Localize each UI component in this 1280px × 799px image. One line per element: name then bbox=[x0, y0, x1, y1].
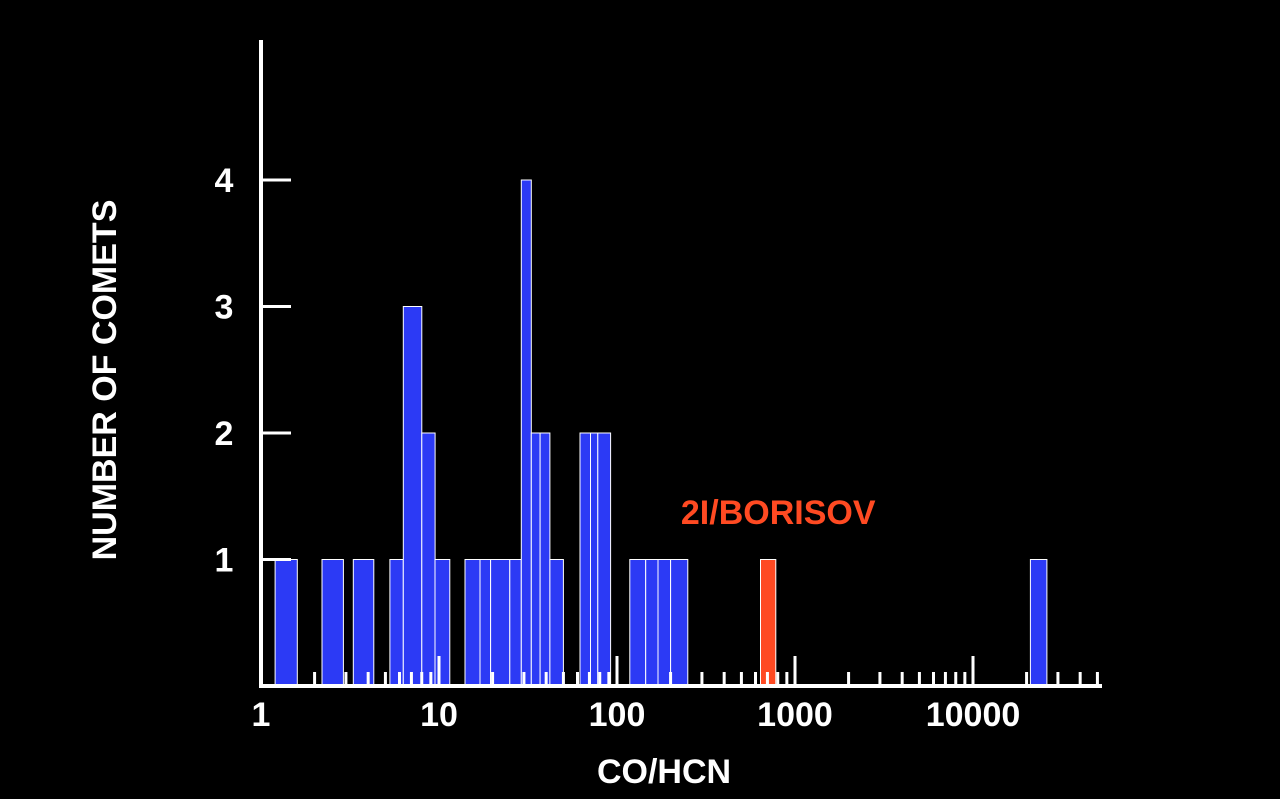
comet-bar-2 bbox=[352, 559, 375, 687]
x-axis-title: CO/HCN bbox=[597, 753, 731, 791]
y-ticks-layer: 1 2 3 4 bbox=[215, 162, 291, 580]
comet-bar-4 bbox=[402, 306, 423, 687]
x-tick-label-1000: 1000 bbox=[757, 696, 833, 734]
y-tick-label-4: 4 bbox=[215, 162, 234, 200]
comet-bar-15 bbox=[579, 432, 591, 687]
y-tick-label-3: 3 bbox=[215, 289, 234, 327]
x-tick-label-10000: 10000 bbox=[926, 696, 1021, 734]
comet-bar-20 bbox=[657, 559, 672, 687]
comet-bar-11 bbox=[520, 179, 532, 687]
comet-bar-16 bbox=[590, 432, 599, 687]
comet-bar-7 bbox=[464, 559, 481, 687]
borisov-annotation-label: 2I/BORISOV bbox=[681, 494, 876, 532]
comet-bar-10 bbox=[509, 559, 522, 687]
bars-layer bbox=[274, 179, 1048, 687]
x-ticks-layer: 1 10 100 1000 10000 bbox=[252, 656, 1021, 734]
comet-bar-6 bbox=[434, 559, 451, 687]
comet-bar-3 bbox=[389, 559, 404, 687]
comet-bar-0 bbox=[274, 559, 298, 687]
x-tick-label-1: 1 bbox=[252, 696, 271, 734]
comet-bar-12 bbox=[530, 432, 541, 687]
comet-bar-18 bbox=[629, 559, 647, 687]
comet-bar-1 bbox=[321, 559, 344, 687]
y-tick-label-1: 1 bbox=[215, 542, 234, 580]
comet-bar-22 bbox=[1029, 559, 1048, 687]
comet-bar-14 bbox=[549, 559, 564, 687]
comet-bar-5 bbox=[421, 432, 436, 687]
comet-bar-9 bbox=[490, 559, 511, 687]
y-tick-label-2: 2 bbox=[215, 415, 234, 453]
y-axis-title: NUMBER OF COMETS bbox=[86, 200, 124, 561]
x-tick-label-100: 100 bbox=[589, 696, 646, 734]
comet-bar-17 bbox=[597, 432, 612, 687]
borisov-bar-0 bbox=[760, 559, 777, 687]
minor-ticks-layer bbox=[313, 672, 1099, 686]
comet-bar-13 bbox=[539, 432, 551, 687]
x-tick-label-10: 10 bbox=[420, 696, 458, 734]
comet-bar-8 bbox=[479, 559, 492, 687]
comet-bar-19 bbox=[645, 559, 659, 687]
comet-bar-21 bbox=[670, 559, 689, 687]
